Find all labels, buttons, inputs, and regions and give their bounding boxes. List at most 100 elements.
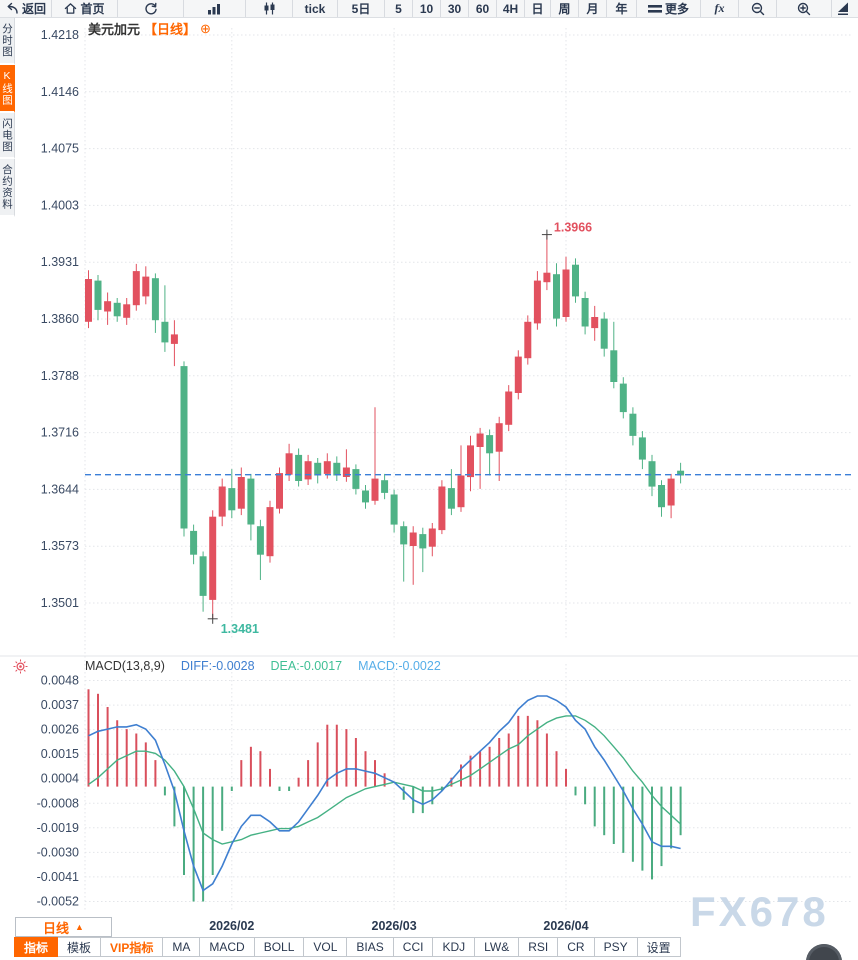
floating-button[interactable] — [806, 944, 842, 960]
svg-text:1.4003: 1.4003 — [41, 198, 79, 212]
bar-chart-icon — [207, 2, 222, 15]
zoom-out-icon — [751, 2, 765, 16]
svg-text:2026/03: 2026/03 — [372, 919, 417, 933]
toolbar-year-button[interactable]: 年 — [607, 0, 637, 17]
low-marker: 1.3481 — [207, 613, 259, 636]
toolbar-refresh-button[interactable] — [118, 0, 184, 17]
svg-text:2026/02: 2026/02 — [209, 919, 254, 933]
svg-text:1.3716: 1.3716 — [41, 426, 79, 440]
toolbar-m30-label: 30 — [447, 1, 462, 16]
toolbar-more-label: 更多 — [664, 2, 689, 16]
svg-text:0.0004: 0.0004 — [41, 772, 79, 786]
toolbar-draw-button[interactable] — [832, 0, 854, 17]
toolbar-h4-button[interactable]: 4H — [497, 0, 525, 17]
toolbar-candlestick-button[interactable] — [246, 0, 293, 17]
svg-text:1.3644: 1.3644 — [41, 482, 79, 496]
svg-text:1.4218: 1.4218 — [41, 28, 79, 42]
svg-text:2026/04: 2026/04 — [543, 919, 588, 933]
draw-icon — [836, 2, 850, 15]
toolbar-m10-label: 10 — [419, 1, 434, 16]
toolbar-year-label: 年 — [615, 2, 628, 16]
svg-text:1.3931: 1.3931 — [41, 255, 79, 269]
sidebar-tab-分时图[interactable]: 分时图 — [0, 18, 15, 65]
svg-text:1.4146: 1.4146 — [41, 85, 79, 99]
toolbar-m30-button[interactable]: 30 — [441, 0, 469, 17]
toolbar-m60-label: 60 — [475, 1, 490, 16]
indicator-tab-MACD[interactable]: MACD — [200, 937, 255, 957]
toolbar-fx-button[interactable]: fx — [701, 0, 739, 17]
svg-text:1.4075: 1.4075 — [41, 142, 79, 156]
toolbar-week-button[interactable]: 周 — [551, 0, 579, 17]
toolbar-week-label: 周 — [558, 2, 571, 16]
indicator-tab-指标[interactable]: 指标 — [14, 937, 59, 957]
svg-text:0.0048: 0.0048 — [41, 674, 79, 688]
sidebar-tab-合约资料[interactable]: 合约资料 — [0, 159, 15, 217]
zoom-in-icon — [797, 2, 811, 16]
toolbar-more-button[interactable]: 更多 — [637, 0, 701, 17]
candles — [85, 234, 685, 619]
period-selector[interactable]: 日线 ▲ — [15, 917, 112, 937]
toolbar-m10-button[interactable]: 10 — [413, 0, 441, 17]
top-toolbar: 返回 首页 tick 5日 5 10 30 60 4H 日周 月 年 更多 fx — [0, 0, 858, 18]
macd-params-label: MACD(13,8,9) — [85, 659, 165, 673]
indicator-tab-PSY[interactable]: PSY — [594, 937, 638, 957]
toolbar-month-button[interactable]: 月 — [579, 0, 607, 17]
toolbar-tick-button[interactable]: tick — [293, 0, 338, 17]
toolbar-m60-button[interactable]: 60 — [469, 0, 497, 17]
refresh-icon — [144, 2, 158, 16]
add-indicator-icon[interactable]: ⊕ — [200, 20, 211, 36]
toolbar-m5-button[interactable]: 5 — [385, 0, 413, 17]
chart-header: 美元加元 【日线】 ⊕ — [88, 19, 211, 38]
sidebar-tab-闪电图[interactable]: 闪电图 — [0, 112, 15, 159]
indicator-tab-LW&[interactable]: LW& — [475, 937, 520, 957]
back-icon — [5, 2, 19, 15]
toolbar-fx-label: fx — [714, 1, 725, 15]
svg-text:-0.0008: -0.0008 — [37, 796, 79, 810]
indicator-tab-设置[interactable]: 设置 — [637, 937, 681, 957]
svg-text:-0.0019: -0.0019 — [37, 821, 79, 835]
macd-legend: MACD(13,8,9) DIFF:-0.0028 DEA:-0.0017 MA… — [85, 659, 441, 673]
indicator-tab-KDJ[interactable]: KDJ — [433, 937, 476, 957]
symbol-title: 美元加元 — [88, 22, 141, 37]
indicator-tab-BOLL[interactable]: BOLL — [254, 937, 305, 957]
toolbar-zoom-out-button[interactable] — [739, 0, 777, 17]
period-tag: 【日线】 — [144, 22, 197, 37]
toolbar-day-label: 日 — [531, 2, 544, 16]
indicator-tab-CCI[interactable]: CCI — [393, 937, 434, 957]
toolbar-5d-button[interactable]: 5日 — [338, 0, 385, 17]
indicator-tab-CR[interactable]: CR — [558, 937, 595, 957]
macd-dea-value: DEA:-0.0017 — [270, 659, 343, 673]
indicator-tab-MA[interactable]: MA — [163, 937, 201, 957]
candlestick-icon — [263, 2, 276, 15]
toolbar-zoom-in-button[interactable] — [777, 0, 832, 17]
toolbar-bar-chart-button[interactable] — [184, 0, 246, 17]
svg-text:0.0026: 0.0026 — [41, 723, 79, 737]
svg-text:1.3966: 1.3966 — [554, 221, 592, 235]
macd-diff-value: DIFF:-0.0028 — [180, 659, 255, 673]
watermark: FX678 — [690, 888, 829, 935]
toolbar-month-label: 月 — [586, 2, 599, 16]
toolbar-day-button[interactable]: 日 — [525, 0, 551, 17]
sidebar-tab-K线图[interactable]: K线图 — [0, 64, 15, 113]
toolbar-5d-label: 5日 — [351, 2, 371, 16]
indicator-tab-bar: 指标 模板 VIP指标 MA MACD BOLL VOL BIAS CCI KDJ LW& RSI CR… — [14, 937, 681, 957]
indicator-tab-BIAS[interactable]: BIAS — [347, 937, 394, 957]
indicator-tab-模板[interactable]: 模板 — [58, 937, 102, 957]
svg-text:1.3788: 1.3788 — [41, 369, 79, 383]
toolbar-back-button[interactable]: 返回 — [0, 0, 52, 17]
svg-text:0.0015: 0.0015 — [41, 747, 79, 761]
toolbar-home-button[interactable]: 首页 — [52, 0, 118, 17]
indicator-settings-icon[interactable] — [13, 659, 28, 679]
svg-text:-0.0041: -0.0041 — [37, 870, 79, 884]
indicator-tab-VIP指标[interactable]: VIP指标 — [101, 937, 164, 957]
indicator-tab-RSI[interactable]: RSI — [519, 937, 559, 957]
indicator-tab-VOL[interactable]: VOL — [304, 937, 348, 957]
chevron-up-icon: ▲ — [75, 922, 84, 932]
diff-line — [88, 695, 681, 892]
macd-hist-value: MACD:-0.0022 — [358, 659, 441, 673]
dea-line — [88, 715, 682, 845]
svg-text:-0.0052: -0.0052 — [37, 895, 79, 909]
toolbar-home-label: 首页 — [80, 2, 105, 16]
